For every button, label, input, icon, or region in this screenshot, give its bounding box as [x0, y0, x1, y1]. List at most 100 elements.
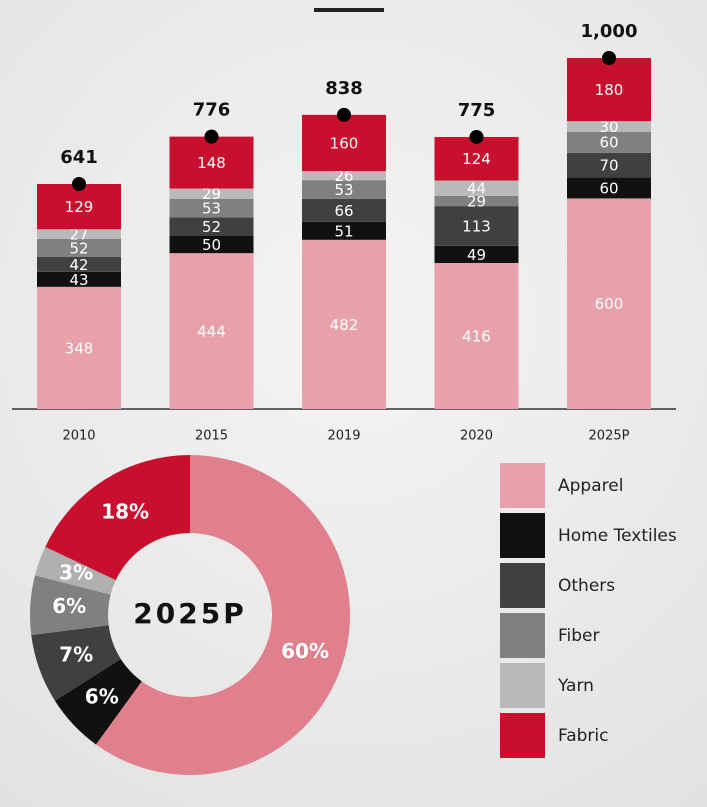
donut-slice	[54, 658, 142, 745]
data-label: 113	[462, 217, 491, 235]
bar-segment	[37, 184, 121, 230]
total-label: 1,000	[581, 21, 638, 42]
legend-swatch	[500, 563, 545, 608]
data-label: 600	[595, 295, 624, 313]
bar-segment	[37, 286, 121, 409]
bar-segment	[37, 238, 121, 258]
data-label: 52	[202, 218, 221, 236]
bar-segment	[434, 245, 519, 263]
data-label: 60	[599, 179, 618, 197]
bar-segment	[169, 188, 254, 199]
donut-slice	[45, 455, 190, 581]
legend-label: Apparel	[558, 476, 623, 496]
total-label: 776	[193, 100, 231, 121]
data-label: 416	[462, 327, 491, 345]
x-tick-label: 2025P	[589, 429, 630, 444]
data-label: 482	[330, 316, 359, 334]
total-dot	[337, 107, 351, 122]
bar-segment	[434, 136, 519, 181]
data-label: 43	[69, 271, 88, 289]
total-dot	[204, 129, 219, 144]
total-label: 775	[458, 100, 496, 121]
data-label: 26	[334, 167, 353, 185]
slice-label: 60%	[281, 639, 329, 663]
bar-segment	[567, 58, 651, 122]
data-label: 49	[467, 246, 486, 264]
bar-segment	[567, 152, 651, 178]
bar-segment	[37, 257, 121, 272]
bar-segment	[302, 198, 386, 222]
x-tick-label: 2015	[195, 429, 228, 444]
bar-segment	[302, 239, 386, 409]
total-dot	[469, 129, 484, 144]
legend-swatch	[500, 713, 545, 758]
bar-segment	[169, 235, 254, 254]
bar-segment	[434, 262, 519, 409]
data-label: 160	[330, 134, 359, 152]
bar-segment	[169, 253, 254, 409]
legend-swatch	[500, 613, 545, 658]
bar-segment	[567, 121, 651, 132]
donut-slice	[95, 455, 350, 775]
slice-label: 6%	[85, 684, 119, 708]
slice-label: 7%	[59, 642, 93, 666]
data-label: 29	[202, 185, 221, 203]
legend-label: Fiber	[558, 626, 600, 646]
slice-label: 18%	[101, 499, 149, 523]
bar-segment	[302, 171, 386, 181]
slice-label: 6%	[52, 594, 86, 618]
total-label: 641	[60, 147, 98, 168]
bar-segment	[302, 221, 386, 240]
data-label: 50	[202, 236, 221, 254]
bar-segment	[434, 206, 519, 246]
data-label: 348	[65, 339, 94, 357]
bar-segment	[37, 271, 121, 287]
data-label: 53	[334, 181, 353, 199]
data-label: 42	[69, 256, 88, 274]
data-label: 124	[462, 150, 491, 168]
donut-slice	[29, 575, 111, 636]
data-label: 180	[595, 81, 624, 99]
donut-slice	[35, 546, 116, 595]
bar-segment	[434, 195, 519, 207]
legend-swatch	[500, 463, 545, 508]
bar-segment	[567, 198, 651, 409]
total-label: 838	[325, 78, 363, 99]
data-label: 148	[197, 154, 226, 172]
total-dot	[602, 51, 616, 65]
data-label: 60	[599, 134, 618, 152]
data-label: 51	[334, 222, 353, 240]
bar-segment	[567, 177, 651, 199]
data-label: 66	[334, 202, 353, 220]
data-label: 129	[65, 198, 94, 216]
total-dot	[72, 177, 86, 192]
legend-label: Others	[558, 576, 615, 596]
legend-label: Home Textiles	[558, 526, 677, 546]
center-label: 2025P	[133, 597, 246, 630]
bar-segment	[169, 198, 254, 218]
legend-swatch	[500, 513, 545, 558]
bar-segment	[434, 180, 519, 196]
data-label: 27	[69, 226, 88, 244]
data-label: 52	[69, 239, 88, 257]
x-tick-label: 2020	[460, 429, 493, 444]
bar-segment	[169, 217, 254, 236]
legend-label: Fabric	[558, 726, 609, 746]
legend-swatch	[500, 663, 545, 708]
donut-slice	[31, 625, 121, 701]
data-label: 30	[599, 118, 618, 136]
data-label: 29	[467, 193, 486, 211]
bar-segment	[169, 136, 254, 189]
bar-segment	[567, 131, 651, 153]
bar-segment	[37, 229, 121, 239]
data-label: 70	[599, 157, 618, 175]
data-label: 44	[467, 180, 486, 198]
bar-segment	[302, 114, 386, 172]
x-tick-label: 2019	[327, 429, 360, 444]
legend-label: Yarn	[557, 676, 594, 696]
top-bar	[314, 8, 384, 12]
x-tick-label: 2010	[62, 429, 95, 444]
data-label: 53	[202, 200, 221, 218]
bar-segment	[302, 180, 386, 199]
